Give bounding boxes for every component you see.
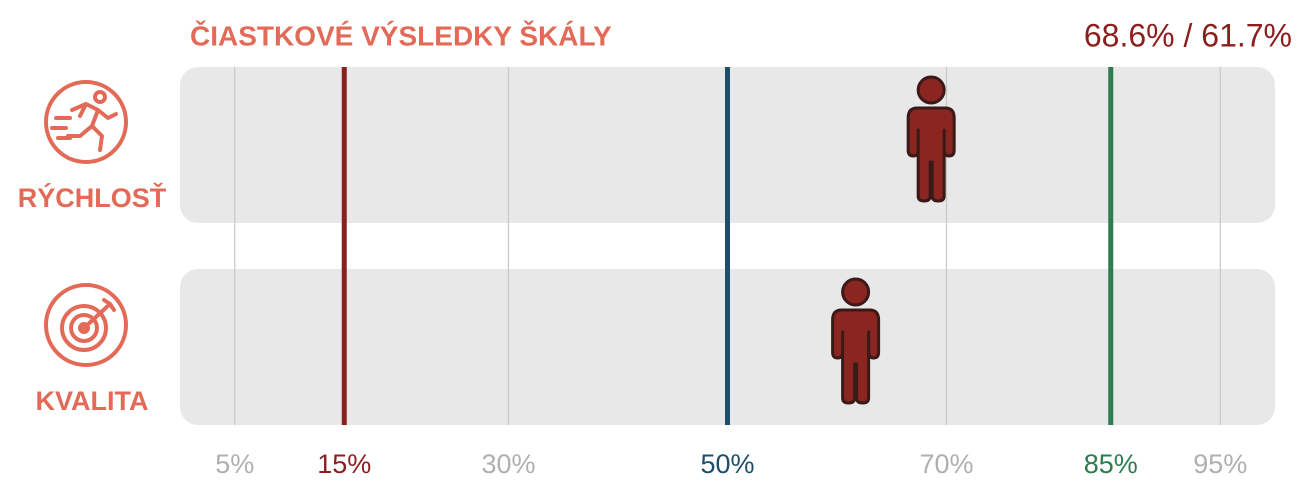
x-tick-label: 30% bbox=[481, 449, 535, 479]
person-marker bbox=[831, 277, 881, 405]
speed-icon bbox=[44, 80, 128, 164]
score-label: 68.6% / 61.7% bbox=[1084, 17, 1292, 53]
x-tick-label: 50% bbox=[700, 449, 754, 479]
category-label: KVALITA bbox=[36, 386, 149, 416]
x-tick-label: 85% bbox=[1084, 449, 1138, 479]
person-marker bbox=[906, 75, 956, 203]
person-body bbox=[906, 106, 956, 203]
x-tick-label: 5% bbox=[215, 449, 254, 479]
x-tick-label: 15% bbox=[317, 449, 371, 479]
person-body bbox=[831, 308, 881, 405]
person-head bbox=[916, 75, 946, 105]
quality-icon bbox=[44, 283, 128, 367]
chart-title: ČIASTKOVÉ VÝSLEDKY ŠKÁLY bbox=[190, 19, 612, 51]
x-tick-label: 70% bbox=[919, 449, 973, 479]
x-tick-label: 95% bbox=[1193, 449, 1247, 479]
category-label: RÝCHLOSŤ bbox=[18, 182, 167, 213]
person-head bbox=[841, 277, 871, 307]
